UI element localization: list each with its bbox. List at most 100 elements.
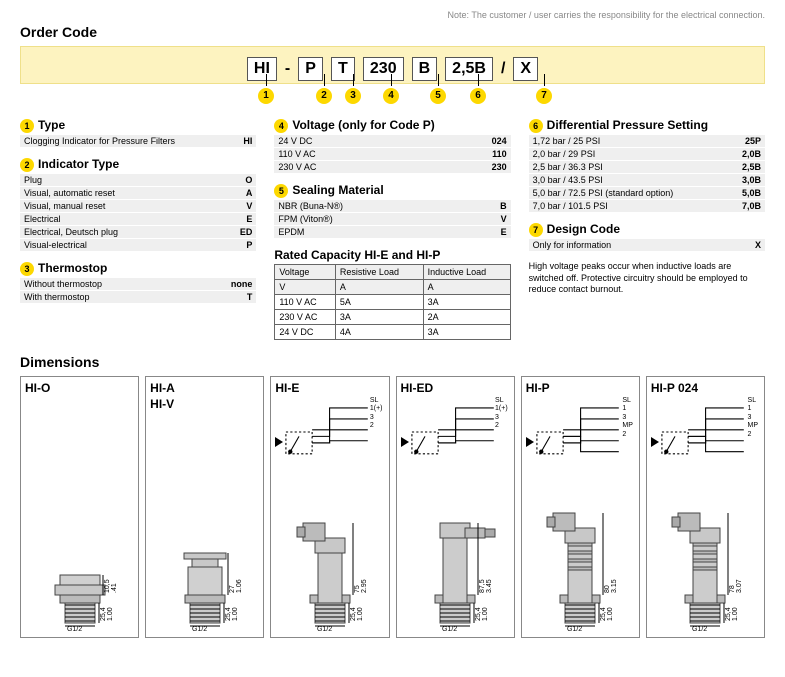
option-row: 1,72 bar / 25 PSI 25P [529, 135, 765, 147]
option-row: 5,0 bar / 72.5 PSI (standard option)5,0B [529, 187, 765, 199]
code-box: X [513, 57, 538, 81]
dim-label: HI-P [526, 381, 635, 395]
svg-text:10,5: 10,5 [104, 579, 111, 593]
option-row: Clogging Indicator for Pressure FiltersH… [20, 135, 256, 147]
rated-header: Resistive Load [335, 265, 423, 280]
drawing: G1/225,41.00271.06 [150, 483, 259, 633]
schem-pin-label: MP [622, 422, 633, 430]
option-row: Without thermostopnone [20, 278, 256, 290]
option-row: ElectricalE [20, 213, 256, 225]
schem-pin-label: 2 [748, 431, 759, 439]
option-label: Without thermostop [24, 279, 102, 289]
option-code: B [500, 201, 507, 211]
option-row: Visual, manual reset V [20, 200, 256, 212]
code-num-5: 5 [430, 88, 446, 104]
option-code: P [246, 240, 252, 250]
group-voltage-only-for-code-p-: 4Voltage (only for Code P)24 V DC024110 … [274, 118, 510, 173]
option-label: 1,72 bar / 25 PSI [533, 136, 601, 146]
option-label: Electrical, Deutsch plug [24, 227, 118, 237]
order-code-title: Order Code [20, 24, 765, 40]
rated-header: Inductive Load [423, 265, 510, 280]
code-box: 2,5B [445, 57, 493, 81]
group-title: 2Indicator Type [20, 157, 256, 172]
svg-text:3.07: 3.07 [736, 579, 743, 593]
schem-pin-label: 1(+) [495, 405, 508, 413]
option-label: 7,0 bar / 101.5 PSI [533, 201, 608, 211]
svg-text:1.00: 1.00 [732, 607, 739, 621]
schem-pin-label: 1 [748, 405, 759, 413]
hv-note: High voltage peaks occur when inductive … [529, 261, 765, 296]
triangle-marker [401, 437, 409, 447]
schem-pin-label: SL [748, 397, 759, 405]
schem-pin-label: 2 [622, 431, 633, 439]
schem-pin-label: 3 [622, 414, 633, 422]
option-row: Only for informationX [529, 239, 765, 251]
svg-text:25,4: 25,4 [475, 607, 482, 621]
dim-box-hi-a: HI-AHI-VG1/225,41.00271.06 [145, 376, 264, 638]
option-code: E [501, 227, 507, 237]
option-row: 110 V AC110 [274, 148, 510, 160]
group-differential-pressure-setting: 6Differential Pressure Setting1,72 bar /… [529, 118, 765, 212]
group-title: 1Type [20, 118, 256, 133]
option-label: Plug [24, 175, 42, 185]
code-box: HI [247, 57, 277, 81]
option-row: FPM (Viton®)V [274, 213, 510, 225]
dim-box-hi-e: HI-ESL1(+)32G1/225,41.00752.95 [270, 376, 389, 638]
svg-text:G1/2: G1/2 [692, 626, 707, 633]
rated-subheader: V [275, 280, 336, 295]
schem-pin-label: 2 [370, 422, 383, 430]
schem-pin-label: 3 [748, 414, 759, 422]
option-code: HI [243, 136, 252, 146]
group-indicator-type: 2Indicator TypePlugOVisual, automatic re… [20, 157, 256, 251]
triangle-marker [275, 437, 283, 447]
column-1: 1Type Clogging Indicator for Pressure Fil… [20, 118, 256, 313]
order-code-band: HI-PT230B2,5B/X [20, 46, 765, 84]
rated-cell: 110 V AC [275, 295, 336, 310]
drawing: G1/225,41.00803.15 [526, 467, 635, 633]
option-code: ED [240, 227, 253, 237]
schem-pin-label: SL [370, 397, 383, 405]
rated-capacity-group: Rated Capacity HI-E and HI-PVoltageResis… [274, 248, 510, 340]
dim-label: HI-ED [401, 381, 510, 395]
code-box: T [331, 57, 355, 81]
rated-cell: 4A [335, 325, 423, 340]
group-design-code: 7Design CodeOnly for informationX [529, 222, 765, 251]
option-code: 110 [492, 149, 507, 159]
option-code: V [246, 201, 252, 211]
code-separator: / [501, 60, 505, 78]
option-label: Visual, manual reset [24, 201, 105, 211]
option-label: 24 V DC [278, 136, 312, 146]
rated-header: Voltage [275, 265, 336, 280]
rated-cell: 2A [423, 310, 510, 325]
option-code: 25P [745, 136, 761, 146]
svg-text:25,4: 25,4 [600, 607, 607, 621]
schematic: SL13MP2 [651, 397, 760, 467]
option-row: 2,5 bar / 36.3 PSI2,5B [529, 161, 765, 173]
option-row: EPDME [274, 226, 510, 238]
dim-label: HI-P 024 [651, 381, 760, 395]
top-note: Note: The customer / user carries the re… [20, 10, 765, 20]
option-label: FPM (Viton®) [278, 214, 332, 224]
schem-pin-label: 3 [495, 414, 508, 422]
code-num-2: 2 [316, 88, 332, 104]
dim-label: HI-E [275, 381, 384, 395]
code-num-4: 4 [383, 88, 399, 104]
option-row: With thermostopT [20, 291, 256, 303]
svg-text:25,4: 25,4 [725, 607, 732, 621]
svg-text:1.00: 1.00 [607, 607, 614, 621]
drawing: G1/225,41.00752.95 [275, 467, 384, 633]
drawing: G1/225,41.0010,5.41 [25, 467, 134, 633]
dim-label: HI-A [150, 381, 259, 395]
option-code: 5,0B [742, 188, 761, 198]
dim-box-hi-ed: HI-EDSL1(+)32G1/225,41.0087,53.45 [396, 376, 515, 638]
svg-text:1.00: 1.00 [357, 607, 364, 621]
code-box: 230 [363, 57, 404, 81]
svg-text:G1/2: G1/2 [67, 626, 82, 633]
group-type: 1Type Clogging Indicator for Pressure Fil… [20, 118, 256, 147]
triangle-marker [651, 437, 659, 447]
svg-text:.41: .41 [111, 583, 118, 593]
option-row: Electrical, Deutsch plug ED [20, 226, 256, 238]
svg-text:3.45: 3.45 [486, 579, 493, 593]
svg-text:80: 80 [604, 585, 611, 593]
svg-text:2.95: 2.95 [361, 579, 368, 593]
